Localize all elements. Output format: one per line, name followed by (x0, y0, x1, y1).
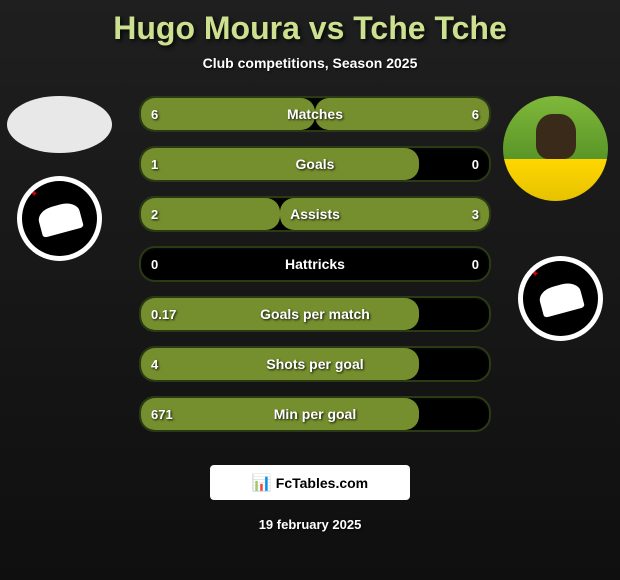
club-logo-right (518, 256, 603, 341)
player-photo-left (7, 96, 112, 153)
stat-row: 671 Min per goal (139, 396, 491, 432)
stat-row: 4 Shots per goal (139, 346, 491, 382)
stat-label: Assists (290, 206, 340, 222)
stat-row: 0.17 Goals per match (139, 296, 491, 332)
watermark-badge: 📊 FcTables.com (210, 465, 410, 500)
watermark-icon: 📊 (252, 473, 272, 493)
stat-fill-left (141, 148, 419, 180)
stat-row: 2 Assists 3 (139, 196, 491, 232)
stat-value-right: 0 (472, 157, 479, 172)
stat-label: Goals (296, 156, 335, 172)
stat-row: 1 Goals 0 (139, 146, 491, 182)
stat-label: Min per goal (274, 406, 356, 422)
comparison-card: Hugo Moura vs Tche Tche Club competition… (0, 0, 620, 580)
stat-label: Matches (287, 106, 343, 122)
stat-value-right: 3 (472, 207, 479, 222)
stat-value-left: 2 (151, 207, 158, 222)
player-photo-right (503, 96, 608, 201)
stat-value-left: 1 (151, 157, 158, 172)
comparison-date: 19 february 2025 (259, 517, 362, 532)
stat-fill-left (141, 198, 280, 230)
stat-rows-container: 6 Matches 6 1 Goals 0 2 Assists 3 0 Hattricks 0 0.17… (139, 96, 491, 446)
stat-value-left: 6 (151, 107, 158, 122)
stats-area: 6 Matches 6 1 Goals 0 2 Assists 3 0 Hattricks 0 0.17… (0, 101, 620, 441)
stat-label: Hattricks (285, 256, 345, 272)
stat-label: Goals per match (260, 306, 370, 322)
stat-value-left: 0 (151, 257, 158, 272)
stat-label: Shots per goal (266, 356, 363, 372)
page-title: Hugo Moura vs Tche Tche (0, 0, 620, 47)
stat-value-right: 6 (472, 107, 479, 122)
stat-value-right: 0 (472, 257, 479, 272)
club-logo-left (17, 176, 102, 261)
stat-value-left: 0.17 (151, 307, 176, 322)
stat-row: 6 Matches 6 (139, 96, 491, 132)
stat-row: 0 Hattricks 0 (139, 246, 491, 282)
stat-value-left: 671 (151, 407, 173, 422)
watermark-label: FcTables.com (276, 475, 368, 491)
comparison-subtitle: Club competitions, Season 2025 (0, 55, 620, 71)
stat-value-left: 4 (151, 357, 158, 372)
